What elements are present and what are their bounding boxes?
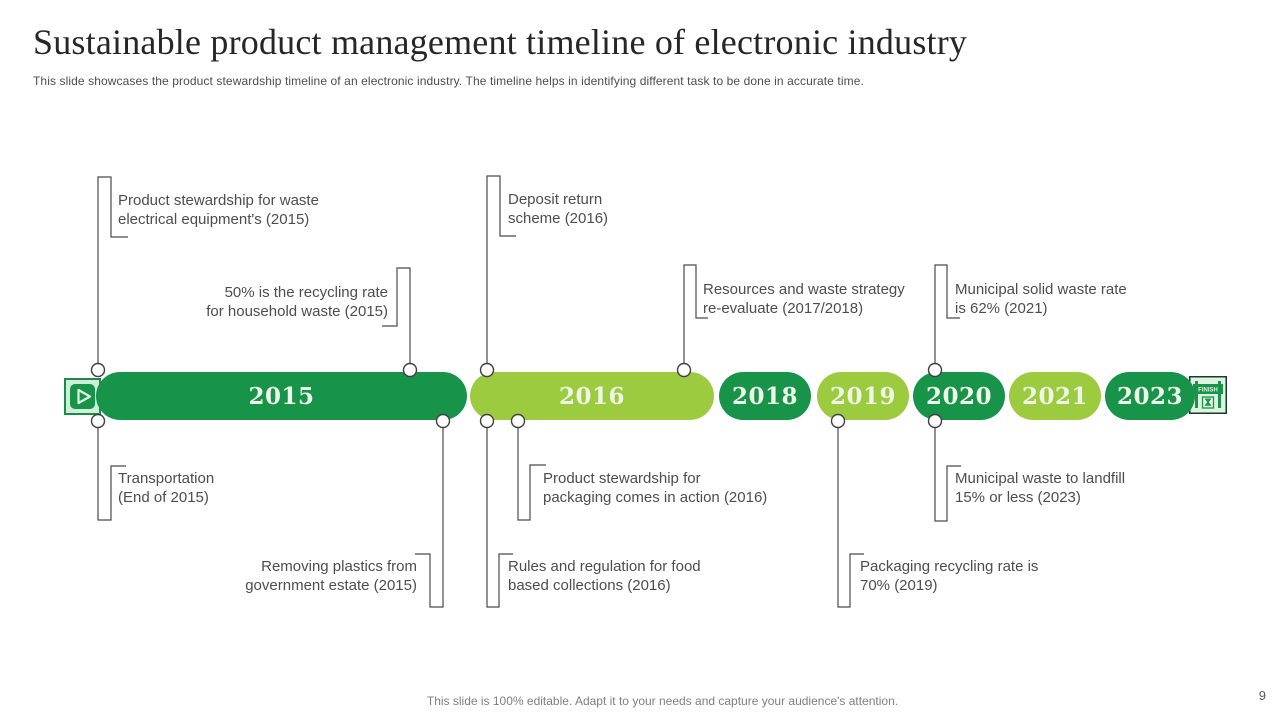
timeline-pill-2015: 2015 bbox=[96, 372, 467, 420]
callout-removing-plastics-government: Removing plastics from government estate… bbox=[245, 558, 417, 594]
callout-product-stewardship-electrical: Product stewardship for waste electrical… bbox=[118, 192, 319, 228]
timeline-pill-2016: 2016 bbox=[470, 372, 714, 420]
callout-resources-waste-strategy: Resources and waste strategy re-evaluate… bbox=[703, 281, 905, 317]
callout-product-stewardship-packaging: Product stewardship for packaging comes … bbox=[543, 470, 768, 506]
finish-banner-label: FINISH bbox=[1198, 388, 1218, 394]
callout-connector-line bbox=[415, 421, 444, 608]
timeline-pill-2021: 2021 bbox=[1009, 372, 1101, 420]
callout-connector-line bbox=[517, 421, 546, 521]
timeline-pill-2023: 2023 bbox=[1105, 372, 1195, 420]
callout-deposit-return-scheme: Deposit return scheme (2016) bbox=[508, 191, 609, 227]
callout-packaging-recycling-rate: Packaging recycling rate is 70% (2019) bbox=[860, 558, 1039, 594]
callout-recycling-rate-household: 50% is the recycling rate for household … bbox=[206, 284, 388, 320]
footer-note: This slide is 100% editable. Adapt it to… bbox=[426, 694, 899, 708]
play-icon bbox=[64, 378, 101, 420]
page-subtitle: This slide showcases the product steward… bbox=[33, 74, 864, 88]
page-number: 9 bbox=[1258, 688, 1266, 703]
timeline-pill-2020: 2020 bbox=[913, 372, 1005, 420]
timeline-pill-2018: 2018 bbox=[719, 372, 811, 420]
callout-rules-regulation-food: Rules and regulation for food based coll… bbox=[508, 558, 701, 594]
callout-municipal-solid-waste-rate: Municipal solid waste rate is 62% (2021) bbox=[955, 281, 1127, 317]
callout-municipal-waste-landfill: Municipal waste to landfill 15% or less … bbox=[955, 470, 1126, 506]
page-title: Sustainable product management timeline … bbox=[33, 22, 968, 62]
timeline-pill-2019: 2019 bbox=[817, 372, 909, 420]
callout-transportation-end-2015: Transportation (End of 2015) bbox=[118, 470, 215, 506]
connector-dot bbox=[90, 362, 106, 378]
